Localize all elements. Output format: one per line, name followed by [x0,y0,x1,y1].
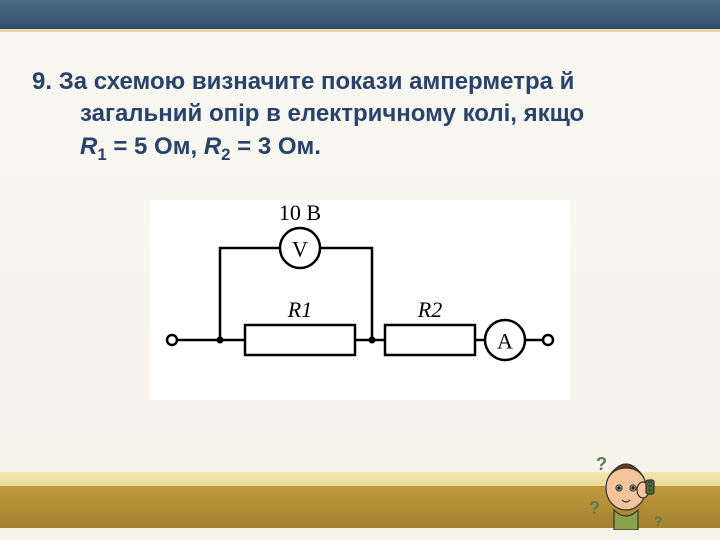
r1-sub: 1 [97,145,106,164]
svg-text:?: ? [596,454,607,474]
svg-text:R1: R1 [287,297,312,322]
r2-symbol: R [204,133,221,160]
header-bar [0,0,720,32]
slide: 9. За схемою визначите покази амперметра… [0,0,720,540]
circuit-svg: R1 R2 V 10 В A [150,200,570,400]
problem-number: 9. [32,68,52,95]
svg-text:?: ? [589,498,600,518]
problem-line2: загальний опір в електричному колі, якщо [80,100,584,127]
svg-text:?: ? [654,513,663,529]
r2-eq: = 3 Ом. [231,133,321,160]
svg-text:A: A [497,329,513,354]
r1-symbol: R [80,133,97,160]
r2-sub: 2 [221,145,230,164]
circuit-diagram: R1 R2 V 10 В A [150,200,570,400]
svg-text:R2: R2 [417,297,442,322]
svg-text:10 В: 10 В [279,200,321,225]
r1-eq: = 5 Ом, [107,133,204,160]
svg-text:V: V [292,237,308,262]
problem-statement: 9. За схемою визначите покази амперметра… [32,66,680,166]
problem-line1: За схемою визначите покази амперметра й [59,68,575,95]
mascot-icon: ? ? ? [586,440,666,530]
